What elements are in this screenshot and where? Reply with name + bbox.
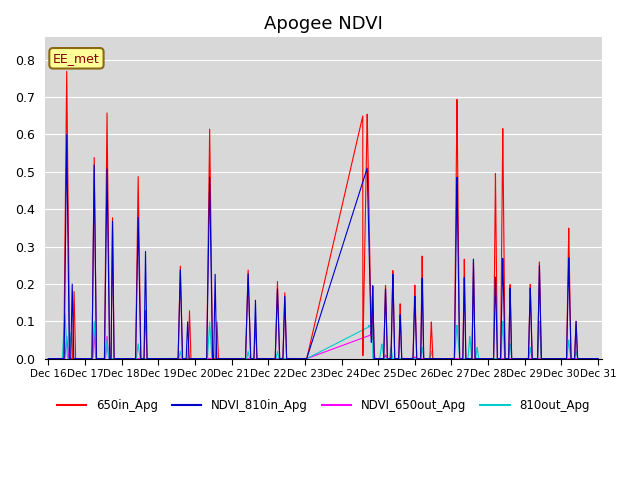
Title: Apogee NDVI: Apogee NDVI xyxy=(264,15,383,33)
Text: EE_met: EE_met xyxy=(53,52,100,65)
Legend: 650in_Apg, NDVI_810in_Apg, NDVI_650out_Apg, 810out_Apg: 650in_Apg, NDVI_810in_Apg, NDVI_650out_A… xyxy=(52,395,595,417)
